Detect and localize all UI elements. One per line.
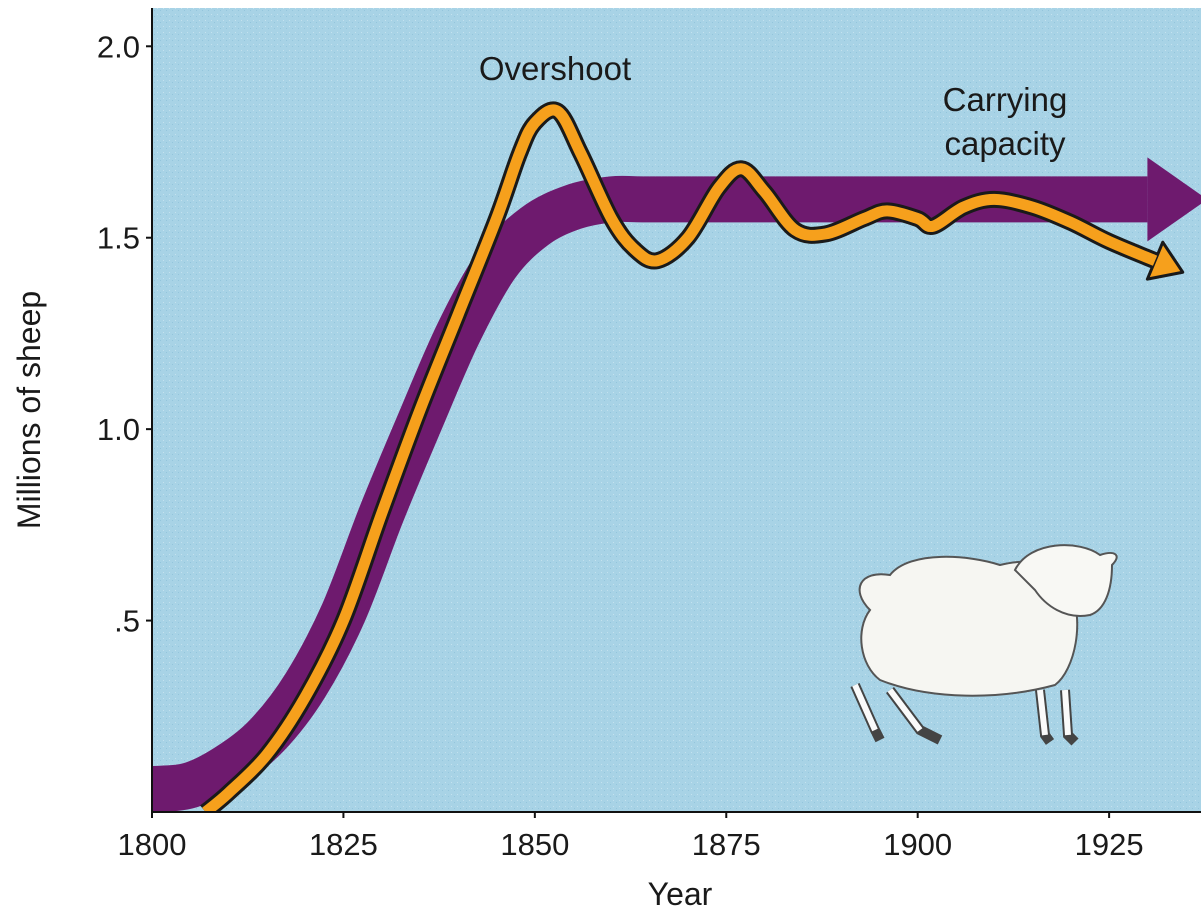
y-tick-label: 1.5 [97,221,140,256]
x-tick-label: 1900 [883,827,952,862]
annotation: Overshoot [479,50,631,87]
series-label: Carrying capacity [925,78,1085,166]
x-tick-label: 1850 [500,827,569,862]
y-tick-label: 2.0 [97,29,140,64]
y-axis-label: Millions of sheep [11,291,47,529]
x-tick-label: 1925 [1075,827,1144,862]
x-tick-label: 1875 [692,827,761,862]
x-axis-label: Year [648,876,713,912]
x-tick-label: 1800 [118,827,187,862]
page: Year Millions of sheep Overshoot .5 1.0 1.… [0,0,1201,919]
y-tick-label: 1.0 [97,412,140,447]
x-tick-label: 1825 [309,827,378,862]
y-tick-label: .5 [114,604,140,639]
